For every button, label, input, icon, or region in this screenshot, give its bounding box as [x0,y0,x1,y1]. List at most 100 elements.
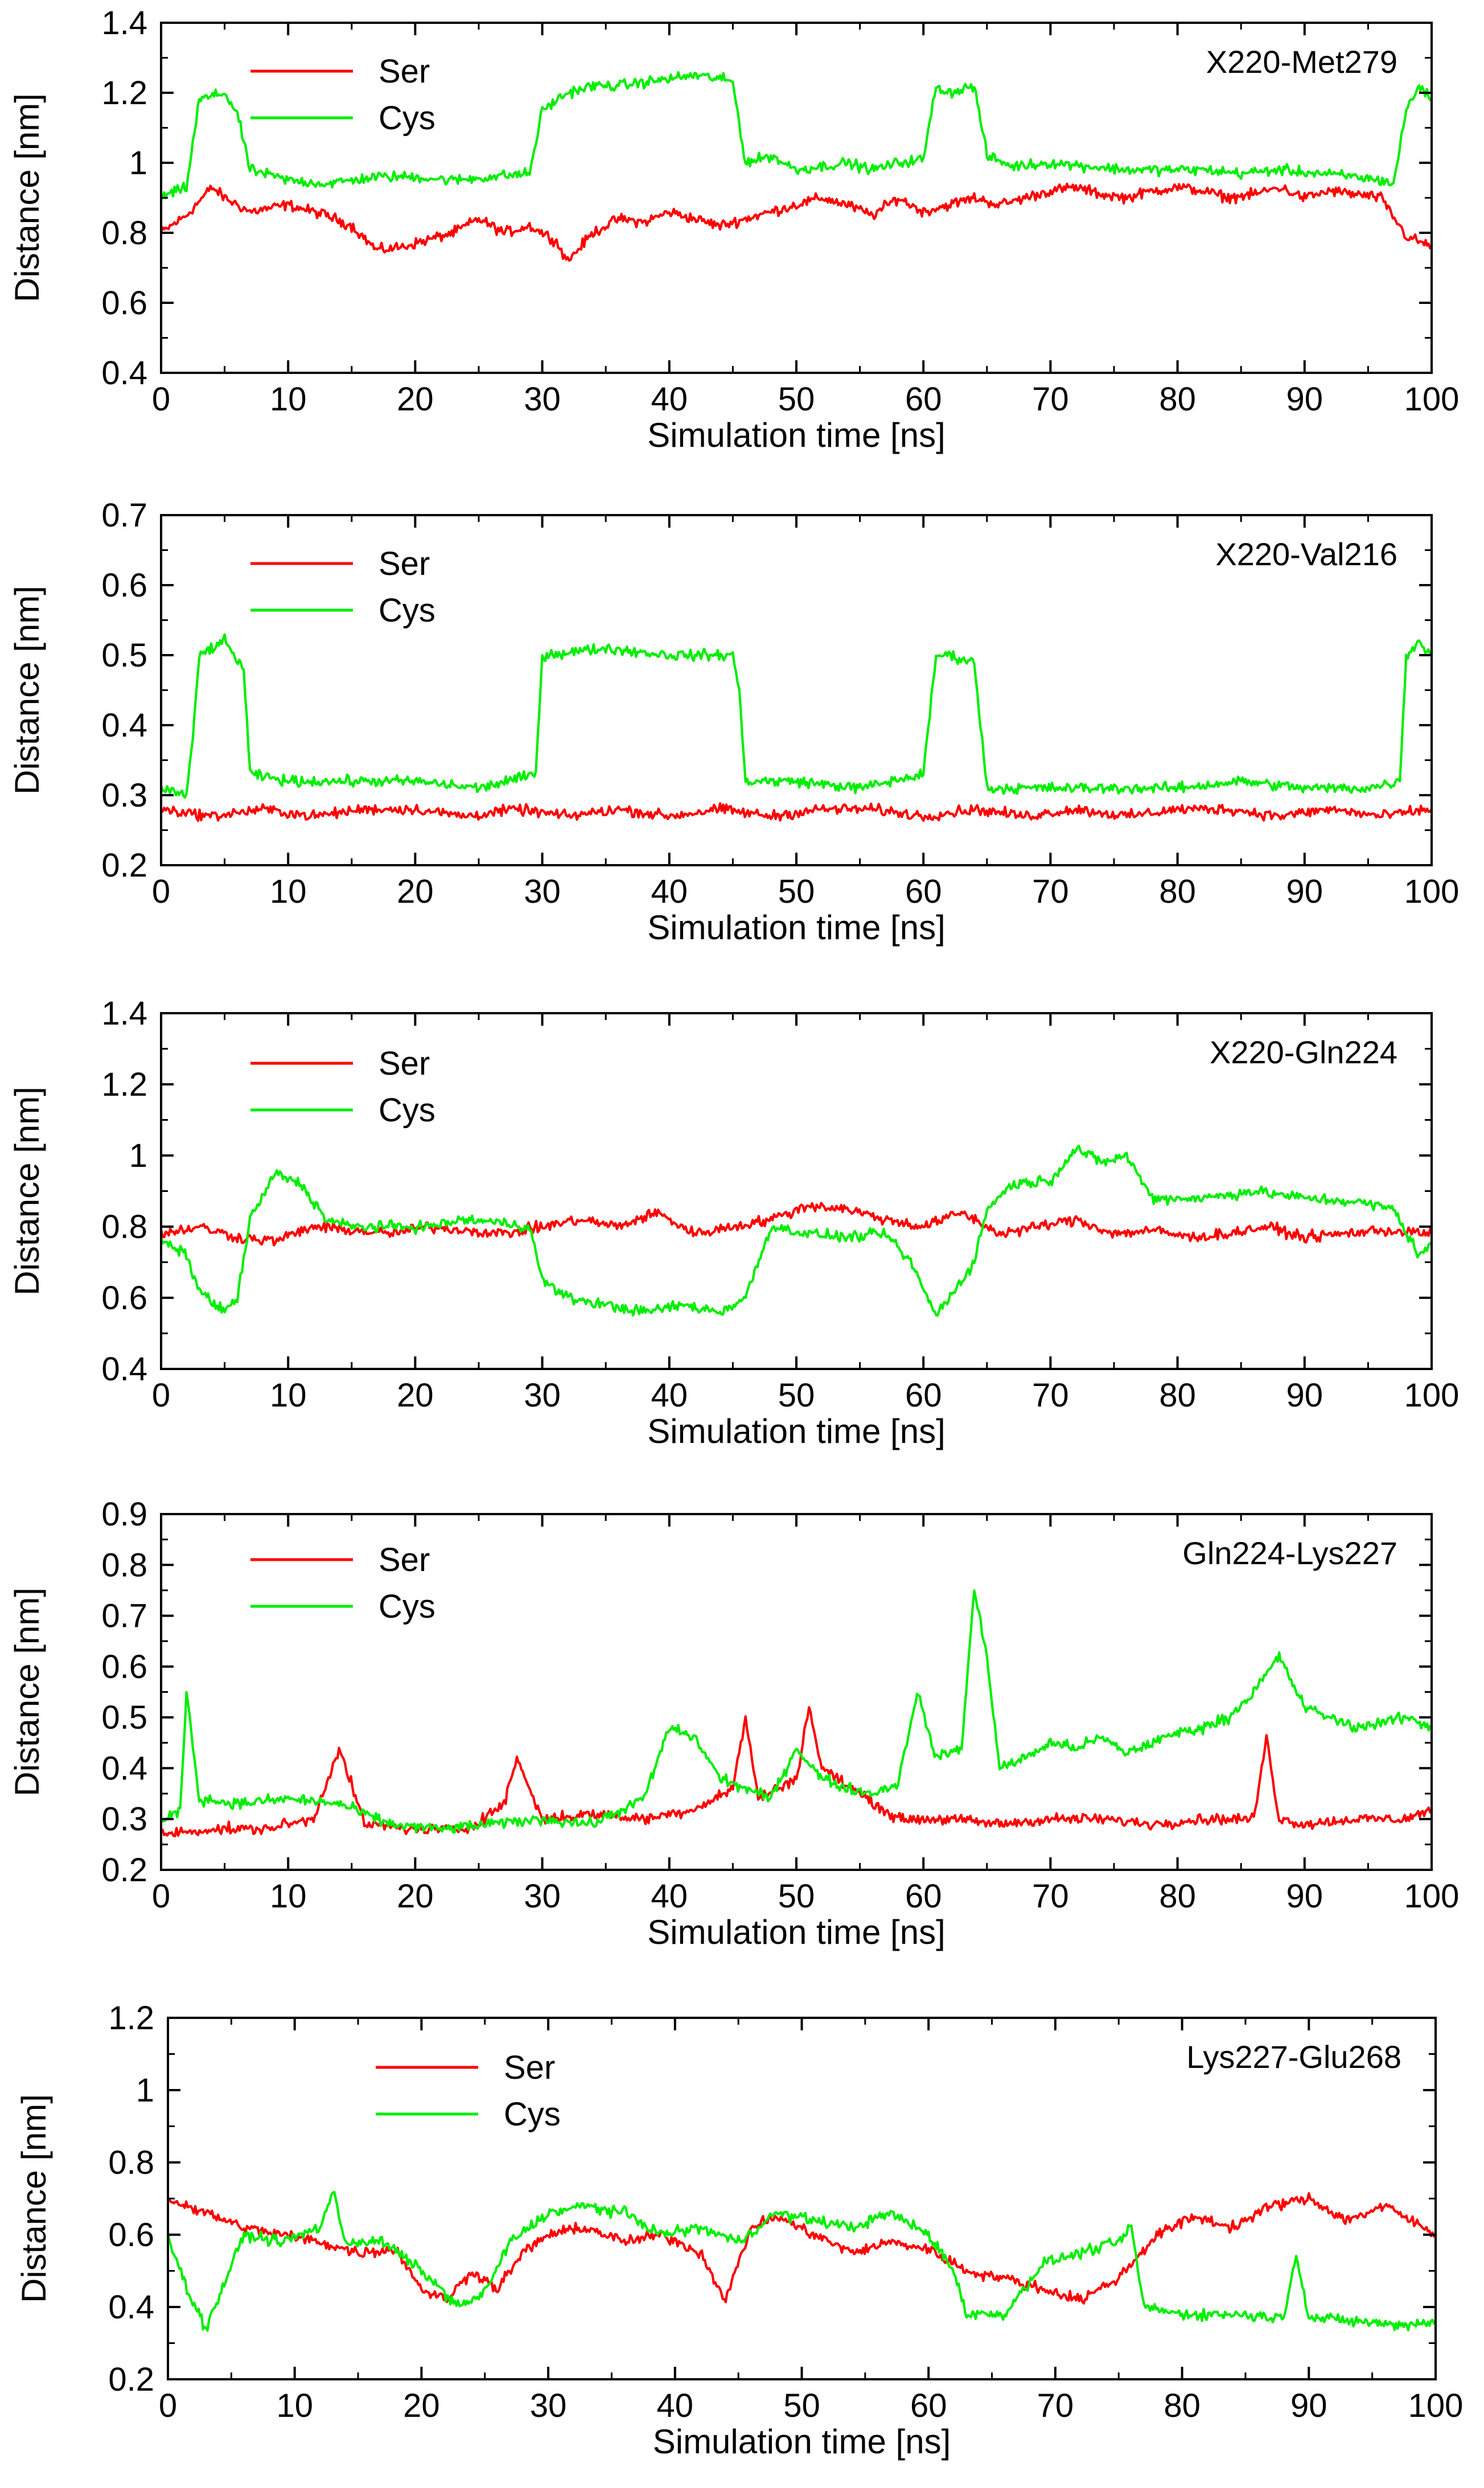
legend-label-cys: Cys [504,2096,561,2133]
x-tick-label: 10 [270,1878,307,1915]
y-tick-label: 0.7 [101,1598,147,1635]
y-axis-label: Distance [nm] [8,1588,46,1796]
x-axis-label: Simulation time [ns] [647,416,946,454]
series-line-cys [161,1144,1432,1317]
y-axis-label: Distance [nm] [8,1087,46,1296]
x-tick-label: 70 [1032,1377,1069,1414]
x-tick-label: 80 [1159,381,1196,418]
x-tick-label: 40 [651,873,688,910]
x-tick-label: 100 [1404,873,1460,910]
chart-panel-4: 0 10 20 30 40 50 60 70 80 90 100 0.2 0.3 0.4 0.5 0.6 0.7… [8,1496,1459,1951]
series-line-ser [161,182,1432,262]
y-tick-label: 1.2 [101,1066,147,1103]
series-line-cys [168,2191,1436,2332]
x-tick-label: 40 [657,2387,694,2424]
x-tick-label: 50 [778,873,815,910]
series-line-cys [161,1589,1432,1834]
x-tick-label: 60 [905,381,942,418]
y-tick-label: 1.2 [108,2000,154,2037]
y-tick-label: 0.6 [101,1648,147,1685]
x-tick-label: 20 [397,1878,434,1915]
y-tick-label: 0.9 [101,1496,147,1533]
legend-label-ser: Ser [379,1045,430,1082]
legend-label-ser: Ser [379,53,430,90]
x-tick-label: 100 [1404,381,1460,418]
y-tick-label: 1.4 [101,995,147,1032]
series-line-ser [161,1706,1432,1837]
x-tick-label: 20 [403,2387,440,2424]
y-tick-label: 0.6 [101,1280,147,1317]
x-tick-label: 90 [1290,2387,1327,2424]
x-tick-label: 70 [1032,873,1069,910]
x-tick-label: 100 [1408,2387,1464,2424]
y-tick-label: 1 [129,1137,147,1174]
y-tick-label: 0.6 [108,2216,154,2253]
x-tick-label: 0 [152,1878,170,1915]
x-tick-label: 10 [270,381,307,418]
x-tick-label: 70 [1037,2387,1074,2424]
x-tick-label: 0 [159,2387,177,2424]
y-tick-label: 0.8 [101,1208,147,1245]
chart-panel-3: 0 10 20 30 40 50 60 70 80 90 100 0.4 0.6 0.8 1 1.2 1.4 Si… [8,995,1459,1450]
series-line-cys [161,633,1432,799]
x-tick-label: 60 [910,2387,947,2424]
x-axis-label: Simulation time [ns] [647,908,946,947]
x-tick-label: 10 [270,1377,307,1414]
x-tick-label: 60 [905,1878,942,1915]
y-axis-label: Distance [nm] [8,93,46,302]
series-line-ser [161,802,1432,822]
x-tick-label: 10 [276,2387,313,2424]
x-tick-label: 100 [1404,1878,1460,1915]
y-tick-label: 0.5 [101,637,147,674]
x-tick-label: 40 [651,1878,688,1915]
x-tick-label: 40 [651,381,688,418]
x-tick-label: 80 [1159,1377,1196,1414]
panel-label: X220-Met279 [1206,44,1397,80]
x-tick-label: 20 [397,873,434,910]
y-tick-label: 0.7 [101,497,147,534]
x-tick-label: 40 [651,1377,688,1414]
x-tick-label: 30 [524,381,561,418]
panel-label: Lys227-Glu268 [1186,2039,1401,2075]
x-tick-label: 50 [778,1377,815,1414]
x-tick-label: 70 [1032,1878,1069,1915]
y-tick-label: 0.6 [101,567,147,604]
series-line-ser [161,1202,1432,1247]
x-tick-label: 100 [1404,1377,1460,1414]
x-tick-label: 80 [1164,2387,1201,2424]
panel-label: X220-Val216 [1215,536,1397,572]
series-line-ser [168,2192,1436,2305]
y-axis-label: Distance [nm] [15,2094,53,2303]
x-tick-label: 90 [1286,381,1323,418]
x-axis-label: Simulation time [ns] [653,2423,951,2461]
y-tick-label: 0.3 [101,777,147,814]
x-tick-label: 90 [1286,1377,1323,1414]
x-tick-label: 0 [152,381,170,418]
x-tick-label: 90 [1286,1878,1323,1915]
y-tick-label: 1 [136,2072,154,2109]
y-axis-label: Distance [nm] [8,586,46,795]
x-tick-label: 30 [524,1878,561,1915]
legend-label-ser: Ser [379,1541,430,1578]
x-tick-label: 50 [778,1878,815,1915]
x-tick-label: 70 [1032,381,1069,418]
y-tick-label: 0.6 [101,285,147,322]
y-tick-label: 0.2 [101,847,147,884]
x-tick-label: 80 [1159,873,1196,910]
legend-label-cys: Cys [379,1588,435,1625]
panel-label: X220-Gln224 [1210,1034,1397,1070]
y-tick-label: 0.4 [101,1750,147,1787]
y-tick-label: 0.5 [101,1699,147,1736]
x-tick-label: 30 [530,2387,567,2424]
series-line-cys [161,71,1432,201]
y-tick-label: 0.2 [108,2361,154,2398]
x-tick-label: 10 [270,873,307,910]
x-tick-label: 20 [397,1377,434,1414]
y-tick-label: 0.8 [101,1547,147,1584]
x-tick-label: 50 [783,2387,820,2424]
x-tick-label: 50 [778,381,815,418]
x-tick-label: 60 [905,873,942,910]
y-tick-label: 0.4 [101,707,147,744]
x-tick-label: 30 [524,873,561,910]
